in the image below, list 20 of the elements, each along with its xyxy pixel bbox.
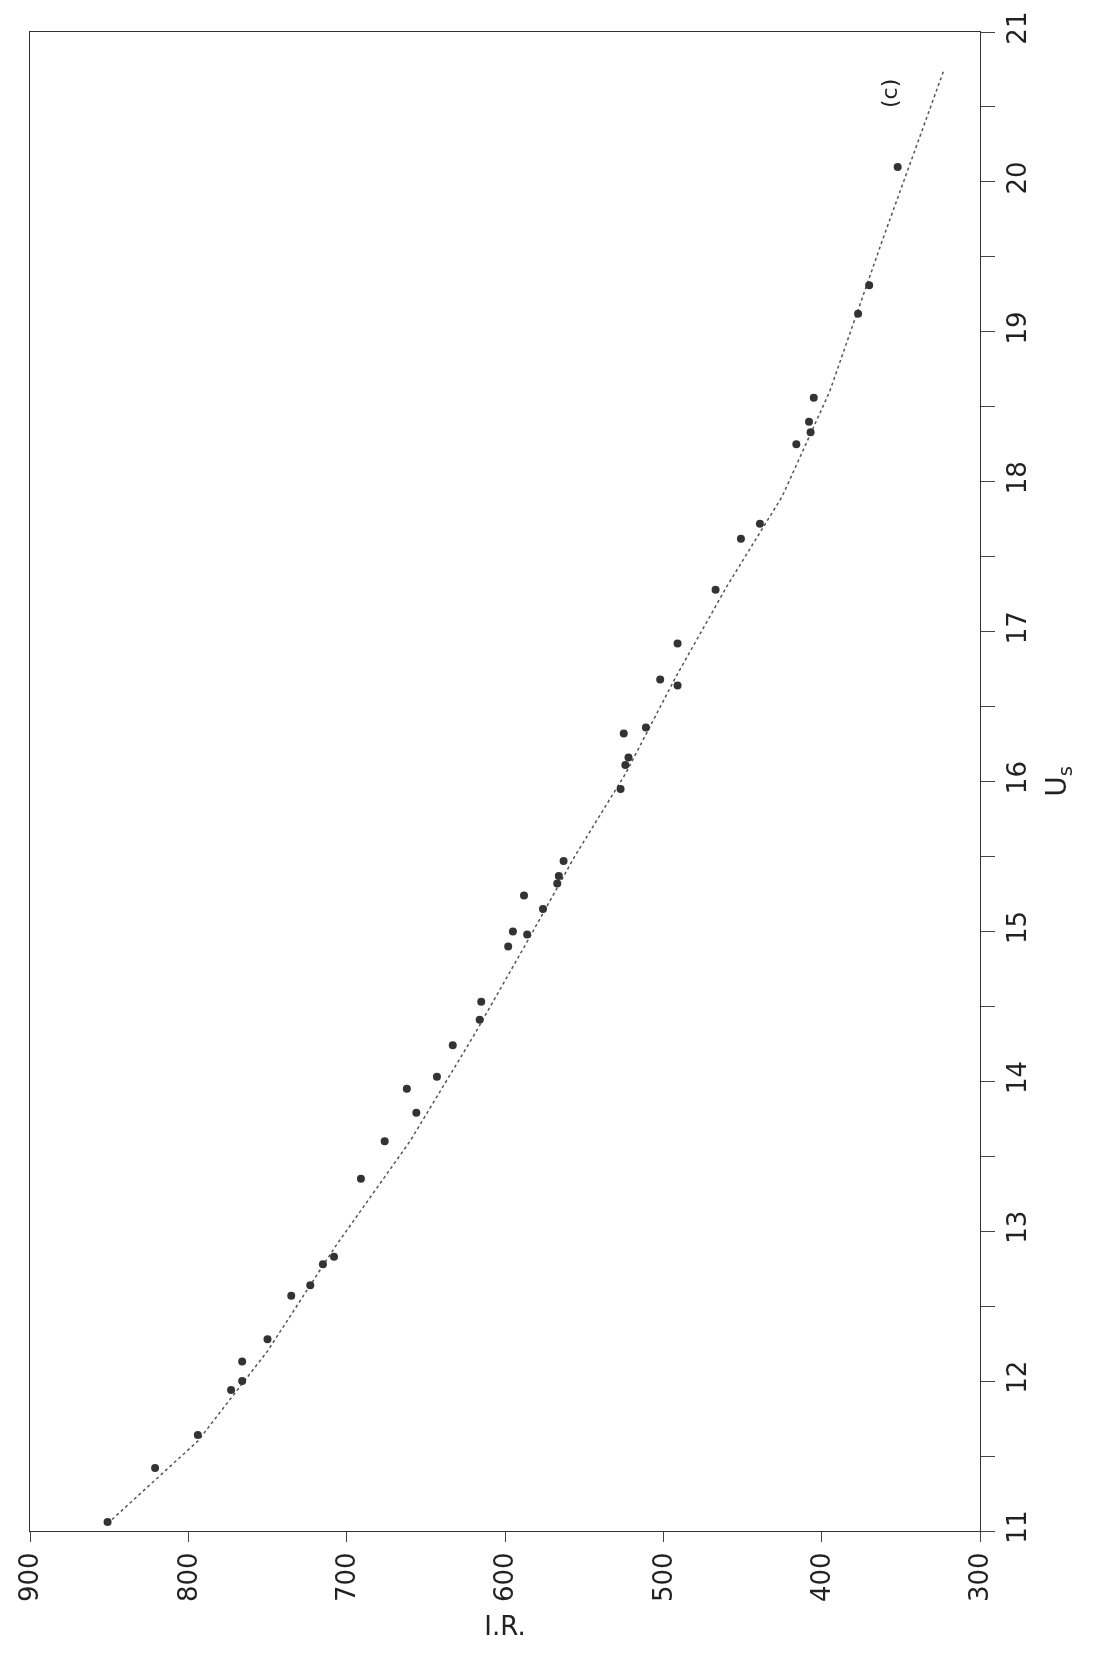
y-tick-label: 17 [1002, 611, 1033, 645]
y-tick-label: 14 [1002, 1060, 1033, 1094]
y-tick-label: 21 [1002, 11, 1033, 45]
y-tick-label: 19 [1002, 311, 1033, 345]
x-tick-label: 600 [489, 1552, 520, 1603]
y-tick-label: 20 [1002, 161, 1033, 195]
x-tick-label: 900 [14, 1552, 45, 1603]
x-tick-label: 300 [964, 1552, 995, 1603]
y-tick-label: 13 [1002, 1210, 1033, 1244]
y-tick-label: 11 [1002, 1510, 1033, 1544]
x-axis-title: I.R. [484, 1610, 526, 1641]
x-tick-label: 400 [806, 1552, 837, 1603]
y-tick-label: 15 [1002, 910, 1033, 945]
y-tick-label: 16 [1002, 761, 1033, 795]
x-tick-label: 700 [331, 1552, 362, 1603]
x-tick-label: 500 [647, 1552, 678, 1603]
annotation: (c) [877, 78, 903, 108]
x-tick-label: 800 [172, 1552, 203, 1603]
y-tick-label: 18 [1002, 461, 1033, 495]
y-tick-label: 12 [1002, 1360, 1033, 1394]
